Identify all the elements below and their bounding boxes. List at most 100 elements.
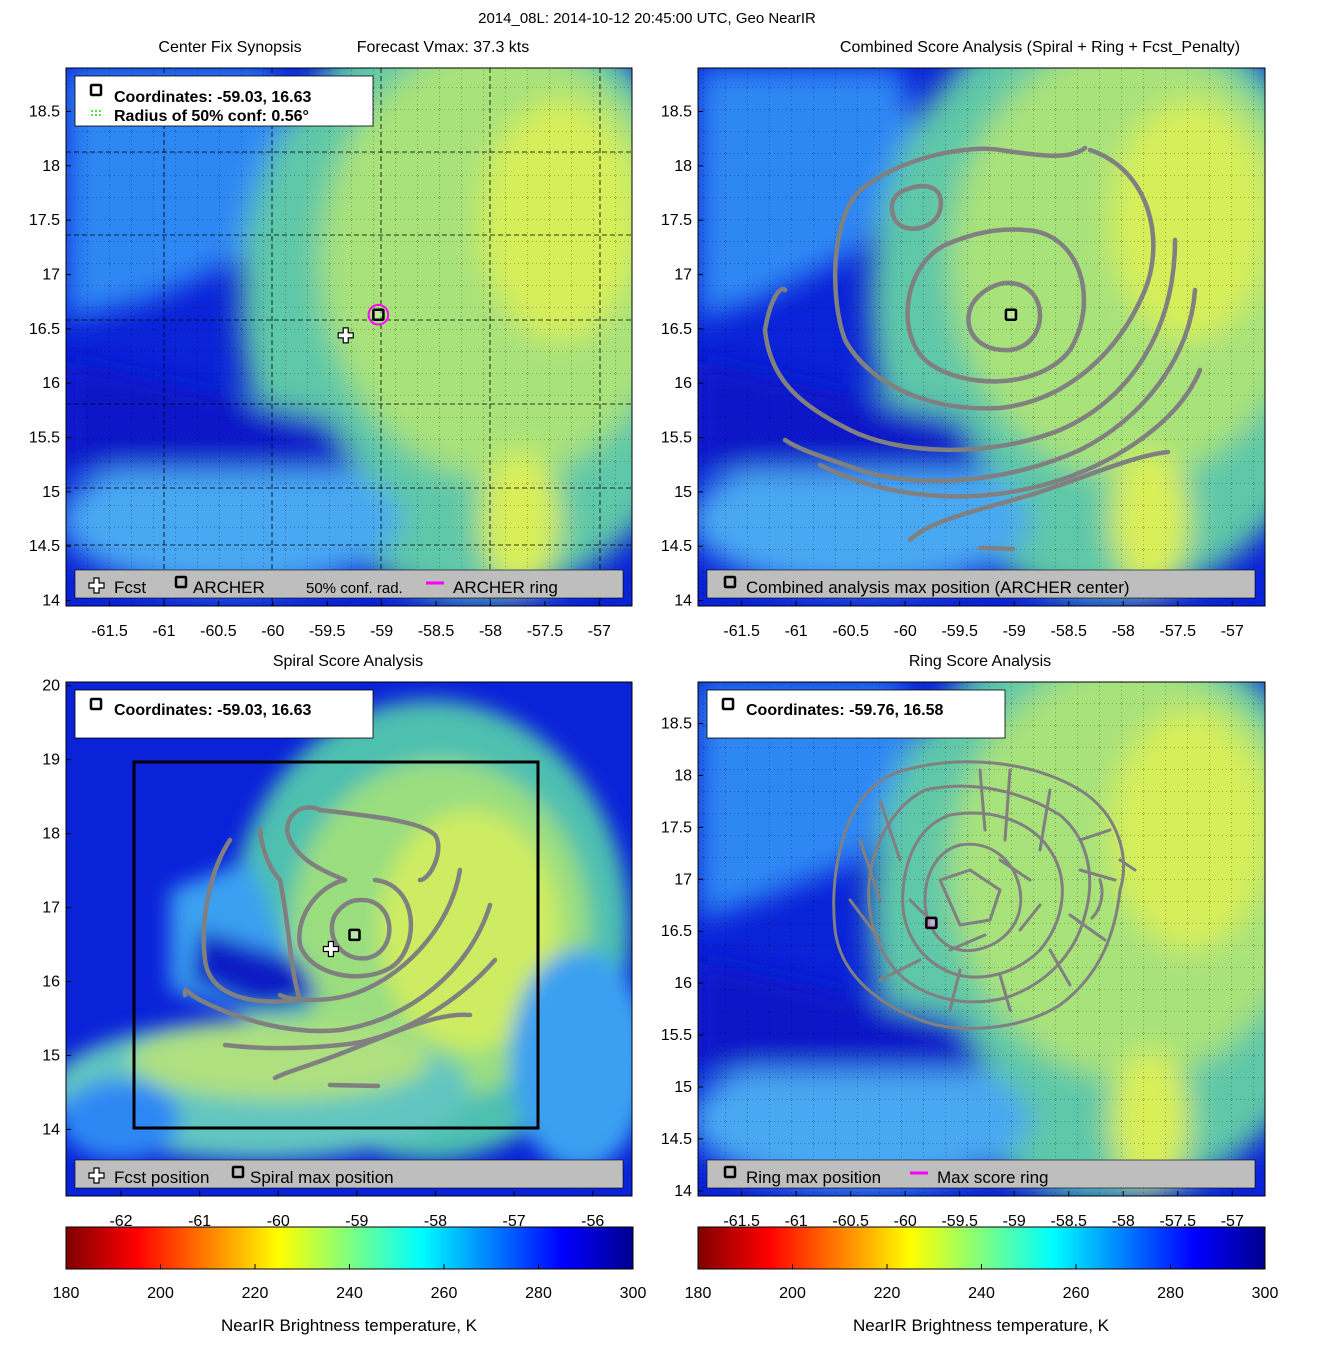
x-tick-label: -57	[1221, 623, 1244, 640]
x-tick-label: -61	[785, 1213, 808, 1230]
x-tick-label: -60	[261, 623, 284, 640]
x-tick-label: -60	[894, 1213, 917, 1230]
y-tick-label: 15	[42, 484, 60, 501]
spiral-contours	[182, 805, 498, 1089]
legend-fcst: Fcst	[114, 578, 146, 597]
info-coordinates: Coordinates: -59.76, 16.58	[746, 702, 944, 719]
y-tick-label: 16	[42, 375, 60, 392]
legend: Ring max position Max score ring	[706, 1159, 1256, 1189]
y-tick-label: 16.5	[29, 321, 60, 338]
x-tick-label: -60.5	[832, 1213, 869, 1230]
center-marker	[372, 308, 385, 321]
y-tick-label: 15	[42, 1047, 60, 1064]
legend-ring-max: Ring max position	[746, 1168, 881, 1187]
score-contours	[762, 145, 1203, 552]
panel-title: Spiral Score Analysis	[273, 653, 423, 670]
colorbar-tick-label: 300	[1252, 1285, 1279, 1302]
legend-max-score-ring: Max score ring	[937, 1168, 1048, 1187]
center-marker	[348, 928, 361, 942]
y-tick-label: 14	[42, 1121, 60, 1138]
y-tick-label: 18	[42, 158, 60, 175]
coarse-grid	[66, 68, 632, 606]
legend-archer: ARCHER	[193, 578, 265, 597]
info-box: Coordinates: -59.76, 16.58	[706, 689, 1006, 739]
colorbar-tick-label: 300	[620, 1285, 647, 1302]
ring-max-square-icon	[723, 1165, 737, 1179]
y-tick-label: 17	[42, 267, 60, 284]
y-tick-label: 14	[674, 593, 692, 610]
y-tick-label: 15	[674, 1079, 692, 1096]
colorbar-tick-label: 240	[336, 1285, 363, 1302]
x-tick-label: -57.5	[527, 623, 564, 640]
coordinates-icon	[721, 697, 735, 711]
colorbar-tick-label: 260	[431, 1285, 458, 1302]
x-tick-label: -59	[1003, 1213, 1026, 1230]
colorbar-label: NearIR Brightness temperature, K	[221, 1316, 478, 1335]
y-tick-label: 16.5	[661, 923, 692, 940]
y-tick-label: 15.5	[661, 430, 692, 447]
x-tick-label: -59	[1003, 623, 1026, 640]
colorbar-label: NearIR Brightness temperature, K	[853, 1316, 1110, 1335]
x-tick-label: -62	[109, 1213, 132, 1230]
panel-combined-score: Combined Score Analysis (Spiral + Ring +…	[661, 39, 1266, 640]
y-tick-label: 14.5	[661, 1131, 692, 1148]
y-tick-label: 18.5	[661, 103, 692, 120]
panel-title-right: Forecast Vmax: 37.3 kts	[357, 39, 530, 56]
x-tick-label: -58	[1112, 623, 1135, 640]
legend: Fcst position Spiral max position	[74, 1159, 624, 1189]
x-tick-label: -59.5	[309, 623, 346, 640]
figure-title: 2014_08L: 2014-10-12 20:45:00 UTC, Geo N…	[478, 10, 816, 27]
legend: Fcst ARCHER 50% conf. rad. ARCHER ring	[74, 569, 624, 599]
y-tick-label: 17.5	[661, 819, 692, 836]
panel-spiral-score: Spiral Score Analysis	[42, 653, 633, 1230]
spiral-max-square-icon	[231, 1165, 245, 1179]
x-tick-label: -57	[503, 1213, 526, 1230]
y-tick-label: 14	[674, 1183, 692, 1200]
colorbar-tick-label: 280	[525, 1285, 552, 1302]
y-tick-label: 18.5	[29, 103, 60, 120]
x-tick-label: -61.5	[91, 623, 128, 640]
colorbar-tick-label: 200	[147, 1285, 174, 1302]
info-box: Coordinates: -59.03, 16.63	[74, 689, 374, 739]
x-tick-label: -61.5	[723, 623, 760, 640]
x-tick-label: -60.5	[200, 623, 237, 640]
colorbar-tick-label: 180	[685, 1285, 712, 1302]
x-tick-label: -58.5	[1050, 623, 1087, 640]
y-tick-label: 18	[674, 158, 692, 175]
x-tick-label: -57	[588, 623, 611, 640]
legend: Combined analysis max position (ARCHER c…	[706, 569, 1256, 599]
panel-ring-score: Ring Score Analysis	[661, 653, 1266, 1230]
heatmap-image	[66, 68, 632, 606]
heatmap-image	[698, 682, 1265, 1196]
y-tick-label: 15.5	[661, 1027, 692, 1044]
panel-center-fix: Center Fix Synopsis Forecast Vmax: 37.3 …	[29, 39, 633, 640]
colorbar-tick-label: 280	[1157, 1285, 1184, 1302]
colorbar-tick-label: 180	[53, 1285, 80, 1302]
y-tick-label: 17.5	[29, 212, 60, 229]
legend-archer-ring: ARCHER ring	[453, 578, 558, 597]
x-tick-label: -61	[785, 623, 808, 640]
x-tick-label: -57.5	[1160, 623, 1197, 640]
legend-conf-rad: 50% conf. rad.	[306, 580, 403, 597]
x-tick-label: -59	[370, 623, 393, 640]
info-coordinates: Coordinates: -59.03, 16.63	[114, 89, 312, 106]
x-tick-label: -56	[581, 1213, 604, 1230]
info-coordinates: Coordinates: -59.03, 16.63	[114, 702, 312, 719]
x-tick-label: -60	[267, 1213, 290, 1230]
colorbar-tick-label: 200	[779, 1285, 806, 1302]
colorbar-left: 180 200 220 240 260 280 300 NearIR Brightness …	[53, 1226, 647, 1335]
y-tick-label: 14.5	[661, 538, 692, 555]
y-tick-label: 14	[42, 593, 60, 610]
colorbar-tick-label: 240	[968, 1285, 995, 1302]
panel-title: Ring Score Analysis	[909, 653, 1051, 670]
info-box: Coordinates: -59.03, 16.63 Radius of 50%…	[74, 75, 374, 127]
x-tick-label: -61.5	[723, 1213, 760, 1230]
y-tick-label: 18.5	[661, 716, 692, 733]
search-area-box	[132, 760, 540, 1130]
x-tick-label: -57	[1221, 1213, 1244, 1230]
panel-title: Combined Score Analysis (Spiral + Ring +…	[840, 39, 1240, 56]
fcst-cross-icon	[88, 1167, 105, 1184]
heatmap-image	[698, 68, 1265, 606]
y-tick-label: 16	[42, 974, 60, 991]
